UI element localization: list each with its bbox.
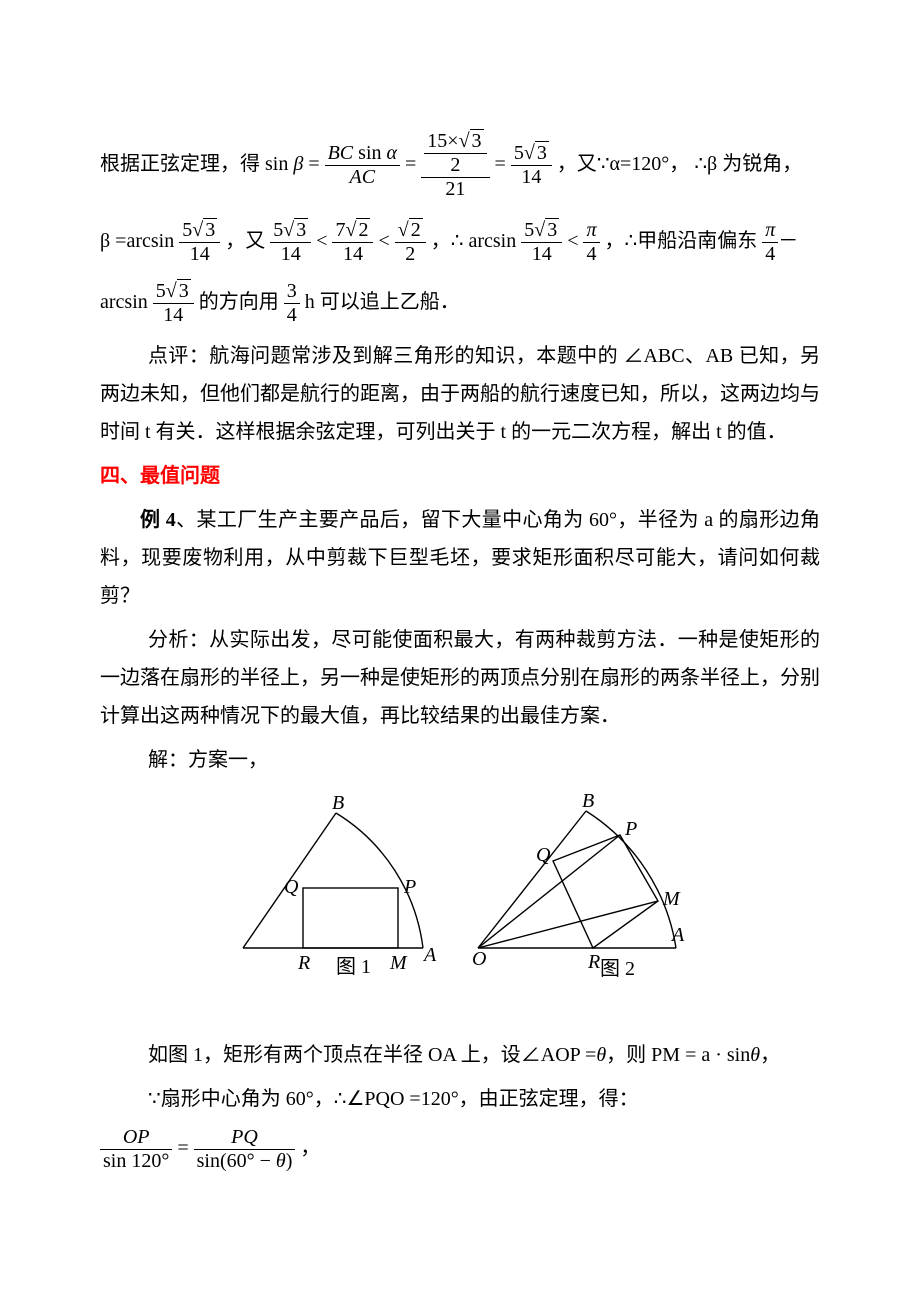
math: arcsin 5√3 14 [100,291,199,313]
section-heading: 四、最值问题 [100,457,820,495]
svg-text:图 2: 图 2 [600,958,635,980]
para-sine-law: 根据正弦定理，得 sin β = BC sin α AC = 15×√3 2 2… [100,130,820,201]
svg-text:P: P [624,818,637,840]
math: sin β = BC sin α AC = 15×√3 2 21 = 5√3 [265,153,557,175]
because-symbol: ∵ [597,153,610,175]
para-commentary: 点评：航海问题常涉及到解三角形的知识，本题中的 ∠ABC、AB 已知，另两边未知… [100,337,820,451]
text: α=120°， [610,153,690,175]
svg-text:R: R [297,952,310,974]
svg-text:A: A [422,944,437,966]
text: β 为锐角， [707,153,802,175]
para-analysis: 分析：从实际出发，尽可能使面积最大，有两种裁剪方法．一种是使矩形的一边落在扇形的… [100,621,820,735]
svg-text:M: M [389,952,408,974]
para-conclusion: arcsin 5√3 14 的方向用 3 4 h 可以追上乙船． [100,280,820,327]
svg-text:Q: Q [536,844,551,866]
figure-1: B Q P R M A 图 1 [218,793,453,983]
text: 根据正弦定理，得 [100,153,260,175]
para-example4: 例 4、某工厂生产主要产品后，留下大量中心角为 60°，半径为 a 的扇形边角料… [100,501,820,615]
text: ，又 [557,153,597,175]
math: arcsin 5√3 14 < π 4 [468,230,604,252]
svg-text:B: B [582,793,594,812]
para-fig1-setup: 如图 1，矩形有两个顶点在半径 OA 上，设∠AOP =θ，则 PM = a ·… [100,1036,820,1074]
svg-text:O: O [472,948,486,970]
para-sine-ratio: OP sin 120° = PQ sin(60° − θ) ， [100,1126,820,1173]
therefore-symbol: ∴ [694,153,707,175]
para-angle: ∵扇形中心角为 60°，∴∠PQO =120°，由正弦定理，得： [100,1080,820,1118]
example-label: 例 4 [140,509,176,531]
figure-2: B O Q P M R A 图 2 [458,793,703,983]
svg-text:Q: Q [284,876,299,898]
figure-block: B Q P R M A 图 1 B O [100,793,820,996]
math: β =arcsin 5√3 14 [100,230,225,252]
svg-text:图 1: 图 1 [336,956,371,978]
svg-text:B: B [332,793,344,814]
svg-text:M: M [662,888,681,910]
svg-text:A: A [670,924,685,946]
para-arcsin-bound: β =arcsin 5√3 14 ，又 5√3 14 < 7√2 14 < √2… [100,219,820,266]
para-solution-lead: 解：方案一， [100,741,820,779]
math: 5√3 14 < 7√2 14 < √2 2 [270,230,431,252]
svg-text:R: R [587,951,600,973]
svg-text:P: P [403,876,416,898]
